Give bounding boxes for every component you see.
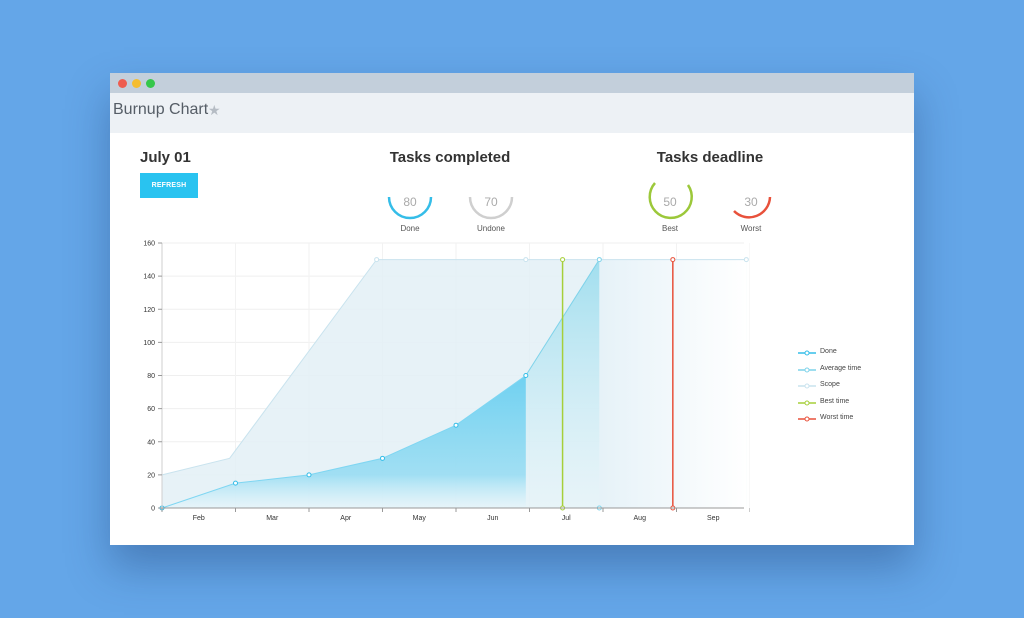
x-tick-label: Aug	[634, 515, 647, 522]
y-tick-label: 100	[143, 340, 155, 347]
x-tick-label: May	[413, 515, 427, 522]
done-point	[380, 455, 385, 461]
best-time-line-top-marker	[560, 257, 566, 263]
tasks-deadline-title: Tasks deadline	[656, 149, 764, 166]
legend-label: Average time	[820, 364, 862, 372]
x-tick-label: Feb	[193, 515, 205, 522]
done-point	[233, 480, 238, 486]
legend-swatch	[798, 416, 816, 422]
gauge-best-value: 50	[663, 195, 677, 209]
legend-swatch	[798, 383, 816, 389]
gauge-done: 80 Done	[385, 181, 435, 241]
legend-label: Scope	[820, 381, 840, 388]
done-point	[453, 422, 459, 428]
y-tick-label: 80	[147, 373, 155, 380]
worst-time-line-top-marker	[670, 257, 676, 263]
minimize-window-button[interactable]	[132, 79, 141, 88]
gauge-undone-value: 70	[484, 195, 498, 209]
done-point	[306, 472, 312, 478]
x-tick-label: Jul	[562, 515, 571, 522]
legend-swatch	[798, 350, 816, 356]
x-tick-label: Jun	[487, 515, 498, 522]
x-tick-label: Mar	[266, 515, 279, 522]
done-area	[162, 375, 526, 508]
refresh-button[interactable]: REFRESH	[140, 173, 198, 198]
legend-swatch	[798, 400, 816, 405]
gauge-best-label: Best	[661, 224, 678, 233]
gauge-worst-label: Worst	[740, 224, 762, 233]
legend-swatch-marker	[804, 383, 810, 389]
window-titlebar	[110, 73, 914, 93]
y-tick-label: 20	[147, 472, 155, 479]
average-point	[596, 257, 602, 263]
page-title: Burnup Chart	[113, 101, 209, 118]
scope-line	[161, 259, 747, 476]
gauge-done-label: Done	[400, 224, 420, 233]
done-point	[523, 373, 529, 378]
gauge-undone: 70 Undone	[466, 181, 516, 241]
x-tick-label: Apr	[340, 515, 352, 522]
legend-swatch-marker	[804, 367, 810, 372]
y-tick-label: 120	[143, 307, 155, 314]
app-window: Burnup Chart ★ July 01 REFRESH Tasks com…	[110, 73, 914, 545]
y-tick-label: 60	[147, 406, 155, 413]
legend-label: Best time	[820, 397, 850, 405]
y-tick-label: 160	[143, 241, 155, 248]
gauge-best: 50 Best	[645, 181, 695, 241]
gauge-worst: 30 Worst	[726, 181, 776, 241]
maximize-window-button[interactable]	[146, 79, 155, 88]
legend-label: Worst time	[820, 414, 854, 421]
legend-swatch-marker	[804, 350, 810, 356]
star-icon[interactable]: ★	[208, 102, 221, 118]
close-window-button[interactable]	[118, 79, 127, 88]
y-tick-label: 40	[147, 439, 155, 446]
app-header: Burnup Chart ★	[110, 93, 914, 133]
legend-swatch	[798, 367, 816, 372]
legend-swatch-marker	[804, 400, 810, 405]
done-line	[161, 375, 527, 509]
gauge-undone-label: Undone	[476, 224, 506, 233]
y-tick-label: 0	[151, 506, 155, 513]
scope-point	[743, 257, 749, 263]
y-tick-label: 140	[143, 274, 155, 281]
burnup-chart: 0 20 40 60 80 100 120 140 160 Feb Mar Apr May Jun Jul A…	[143, 241, 750, 522]
legend-label: Done	[820, 348, 837, 355]
x-tick-label: Sep	[707, 515, 720, 522]
tasks-completed-title: Tasks completed	[389, 149, 511, 166]
scope-point	[523, 257, 529, 263]
legend-swatch-marker	[804, 416, 810, 422]
gauge-worst-value: 30	[744, 195, 758, 209]
scope-point	[374, 257, 380, 263]
current-date: July 01	[140, 149, 191, 166]
gauge-done-value: 80	[403, 195, 417, 209]
